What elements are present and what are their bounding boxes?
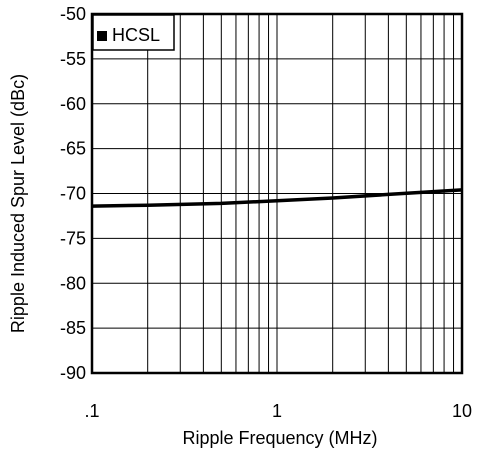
y-axis-title: Ripple Induced Spur Level (dBc) (8, 74, 28, 333)
x-axis-title: Ripple Frequency (MHz) (182, 428, 377, 448)
x-tick-labels: .1 1 10 (84, 401, 472, 421)
y-tick-label: -75 (60, 228, 86, 248)
x-tick-label: 10 (452, 401, 472, 421)
x-tick-label: .1 (84, 401, 99, 421)
x-tick-label: 1 (272, 401, 282, 421)
y-tick-label: -90 (60, 363, 86, 383)
legend-label-hcsl: HCSL (112, 25, 160, 45)
y-tick-label: -85 (60, 318, 86, 338)
y-tick-label: -80 (60, 273, 86, 293)
plot-frame (90, 12, 464, 375)
series-line-hcsl (91, 188, 463, 208)
y-tick-labels: -50 -55 -60 -65 -70 -75 -80 -85 -90 (60, 4, 86, 383)
y-tick-label: -70 (60, 184, 86, 204)
plot-series (91, 188, 463, 208)
y-tick-label: -50 (60, 4, 86, 24)
legend: HCSL (92, 14, 175, 51)
y-tick-label: -65 (60, 139, 86, 159)
legend-swatch-hcsl (97, 31, 107, 41)
y-tick-label: -55 (60, 49, 86, 69)
y-tick-label: -60 (60, 94, 86, 114)
